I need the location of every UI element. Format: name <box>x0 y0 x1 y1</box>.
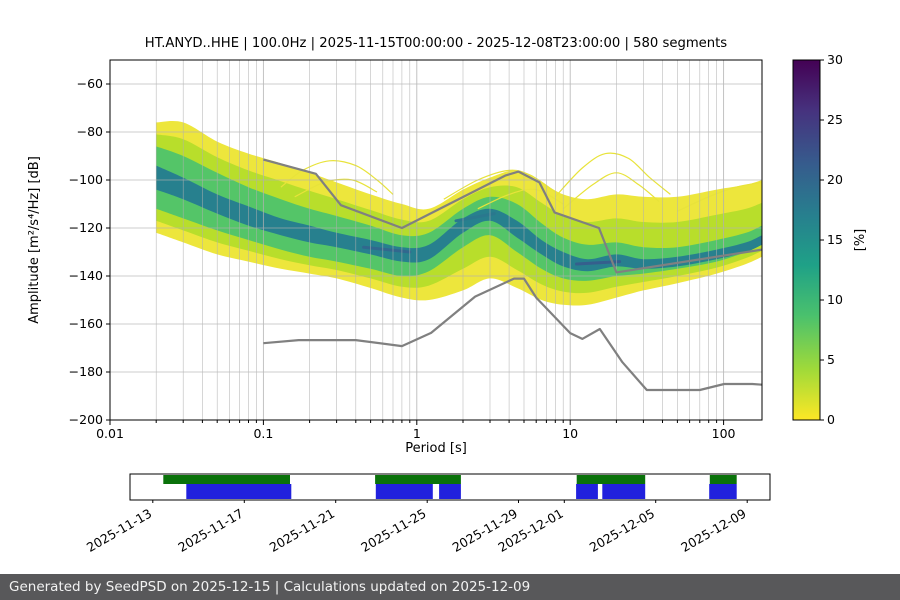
timeline-psd-segment <box>602 484 646 499</box>
x-axis-label: Period [s] <box>405 441 467 456</box>
ppsd-density-band <box>156 165 762 272</box>
timeline-availability-segment <box>375 475 461 484</box>
status-bar: Generated by SeedPSD on 2025-12-15 | Cal… <box>0 574 900 600</box>
x-tick-label: 0.01 <box>96 426 124 441</box>
ppsd-heatmap <box>156 120 762 306</box>
timeline: 2025-11-13 2025-11-17 2025-11-21 2025-11-25… <box>84 473 771 555</box>
y-tick-label: −180 <box>69 364 103 379</box>
noise-model-high-line <box>263 158 762 274</box>
x-tick-label: 10 <box>562 426 578 441</box>
timeline-date-label: 2025-11-21 <box>267 506 337 555</box>
ppsd-density-band <box>156 146 762 281</box>
timeline-psd-segment <box>375 484 433 499</box>
plot-title: HT.ANYD..HHE | 100.0Hz | 2025-11-15T00:0… <box>144 36 728 51</box>
colorbar: 0 5 10 15 20 25 30 <box>792 52 843 427</box>
y-tick-label: −120 <box>69 220 103 235</box>
x-tick-label: 0.1 <box>253 426 273 441</box>
timeline-psd-segment <box>709 484 737 499</box>
colorbar-tick-label: 10 <box>827 292 843 307</box>
y-tick-label: −100 <box>69 172 103 187</box>
timeline-psd-segment <box>186 484 292 499</box>
status-text: Generated by SeedPSD on 2025-12-15 | Cal… <box>9 579 531 595</box>
colorbar-tick-label: 5 <box>827 352 835 367</box>
y-tick-label: −160 <box>69 316 103 331</box>
timeline-availability-segment <box>163 475 290 484</box>
colorbar-gradient <box>792 59 821 421</box>
ppsd-dense-streak <box>454 212 496 223</box>
timeline-psd-segment <box>439 484 461 499</box>
plot-border <box>109 59 763 421</box>
colorbar-tick-label: 15 <box>827 232 843 247</box>
y-tick-label: −140 <box>69 268 103 283</box>
colorbar-tick-label: 0 <box>827 412 835 427</box>
colorbar-tick-label: 25 <box>827 112 843 127</box>
x-tick-label: 1 <box>413 426 421 441</box>
timeline-availability-segment <box>709 475 737 484</box>
timeline-date-label: 2025-11-17 <box>175 506 245 555</box>
ppsd-outlier-curve <box>677 181 762 212</box>
y-axis-label: Amplitude [m²/s⁴/Hz] [dB] <box>27 156 42 324</box>
timeline-date-label: 2025-11-25 <box>358 506 428 555</box>
x-tick-label: 100 <box>712 426 736 441</box>
ppsd-outlier-curve <box>294 178 378 198</box>
y-tick-label: −80 <box>77 124 103 139</box>
ppsd-outlier-curve <box>280 160 394 195</box>
y-tick-label: −200 <box>69 412 103 427</box>
timeline-psd-segment <box>576 484 598 499</box>
noise-model-low-line <box>263 277 762 392</box>
timeline-date-label: 2025-11-13 <box>84 506 154 555</box>
colorbar-tick-label: 20 <box>827 172 843 187</box>
timeline-date-label: 2025-12-05 <box>587 506 657 555</box>
ppsd-outlier-curve <box>477 188 564 210</box>
timeline-availability-segment <box>576 475 646 484</box>
colorbar-tick-label: 30 <box>827 52 843 67</box>
ppsd-outlier-curve <box>554 152 671 198</box>
timeline-date-label: 2025-12-09 <box>678 506 748 555</box>
y-tick-label: −60 <box>77 76 103 91</box>
colorbar-label: [%] <box>853 229 868 252</box>
